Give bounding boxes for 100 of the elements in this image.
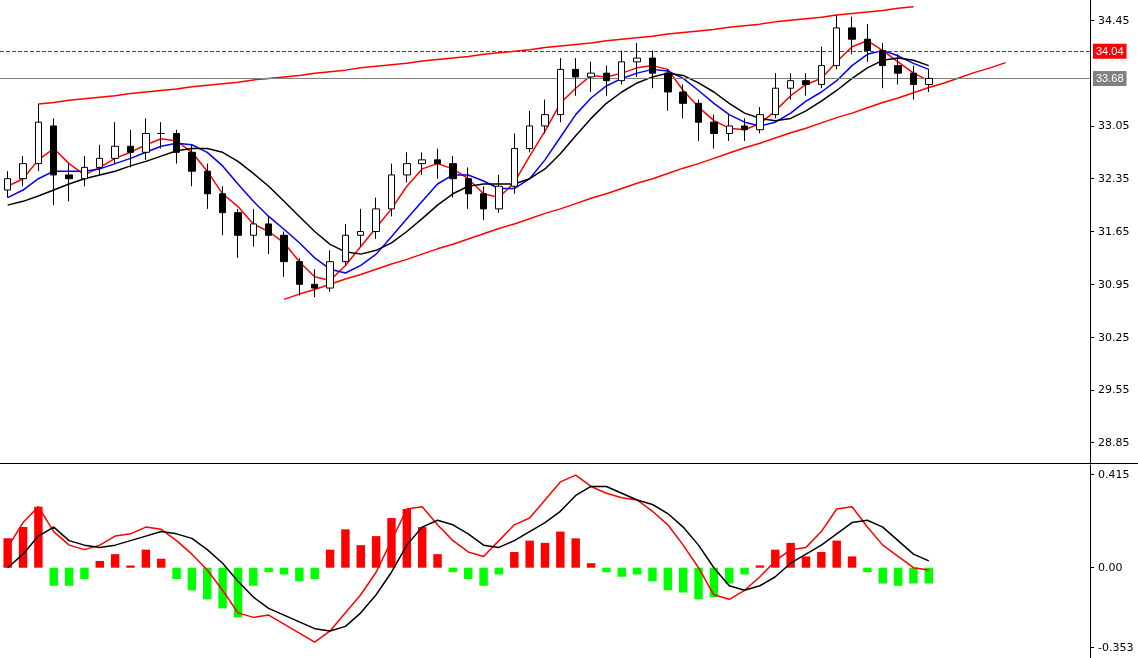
candlestick bbox=[587, 61, 595, 93]
bar bbox=[218, 567, 227, 609]
bar bbox=[771, 549, 780, 568]
bar bbox=[725, 567, 734, 584]
candlestick bbox=[280, 231, 288, 278]
candlestick bbox=[142, 117, 150, 161]
bar bbox=[663, 567, 673, 591]
bar bbox=[510, 551, 519, 568]
y-tick-label: 30.25 bbox=[1098, 330, 1130, 344]
candlestick bbox=[296, 257, 303, 297]
bar bbox=[18, 527, 28, 568]
bar bbox=[156, 558, 166, 568]
candlestick bbox=[403, 151, 411, 183]
bar bbox=[586, 563, 596, 568]
candlestick bbox=[511, 132, 518, 195]
bar bbox=[325, 549, 335, 568]
ref-line-label: 34.04 bbox=[1096, 45, 1124, 58]
bar bbox=[49, 567, 58, 586]
candlestick bbox=[772, 72, 779, 119]
bar bbox=[95, 560, 105, 568]
candlestick bbox=[418, 151, 426, 176]
candlestick bbox=[465, 166, 472, 210]
candlestick bbox=[157, 121, 165, 150]
bar bbox=[540, 542, 550, 568]
y-tick-label: 31.65 bbox=[1098, 225, 1130, 238]
bar bbox=[356, 545, 365, 568]
candlestick bbox=[434, 148, 441, 180]
bar bbox=[924, 567, 934, 584]
y-tick-label: 0.00 bbox=[1098, 561, 1123, 575]
bar bbox=[417, 527, 427, 568]
candlestick bbox=[173, 129, 180, 165]
bar bbox=[371, 536, 381, 568]
candlestick bbox=[311, 268, 318, 298]
bar bbox=[786, 542, 795, 568]
bar bbox=[141, 549, 151, 568]
bar bbox=[556, 531, 565, 568]
bar bbox=[34, 506, 43, 568]
bar bbox=[433, 554, 442, 568]
candlestick bbox=[603, 65, 610, 97]
bar bbox=[249, 567, 258, 586]
candlestick bbox=[541, 99, 549, 134]
candlestick bbox=[188, 144, 196, 187]
bar bbox=[110, 554, 120, 568]
bar bbox=[64, 567, 74, 586]
candlestick bbox=[480, 185, 487, 221]
candlestick bbox=[618, 50, 625, 85]
bar bbox=[801, 556, 811, 568]
candlestick bbox=[96, 144, 103, 176]
y-tick-label: 28.85 bbox=[1098, 436, 1130, 450]
bar bbox=[172, 567, 181, 579]
bar bbox=[126, 565, 135, 568]
bar bbox=[295, 567, 304, 582]
candlestick bbox=[250, 208, 257, 248]
bar bbox=[678, 567, 688, 593]
bar bbox=[648, 567, 657, 582]
candlestick bbox=[526, 110, 533, 153]
candlestick bbox=[65, 163, 73, 202]
bar bbox=[80, 567, 89, 579]
bar bbox=[464, 567, 473, 579]
candlestick bbox=[357, 208, 364, 248]
candlestick bbox=[326, 249, 334, 293]
candlestick bbox=[557, 57, 564, 123]
candlestick bbox=[925, 68, 933, 93]
candlestick bbox=[4, 170, 11, 199]
candlestick bbox=[910, 65, 917, 101]
bar bbox=[817, 551, 826, 568]
candlestick bbox=[19, 155, 27, 187]
bar bbox=[187, 567, 197, 591]
bar bbox=[893, 567, 903, 586]
candlestick bbox=[449, 155, 457, 199]
candlestick bbox=[572, 57, 579, 97]
bar bbox=[387, 518, 396, 568]
candlestick bbox=[265, 215, 272, 255]
candlestick bbox=[741, 117, 748, 142]
bar bbox=[863, 567, 872, 573]
y-tick-label: 29.55 bbox=[1098, 383, 1130, 397]
candlestick bbox=[848, 16, 856, 55]
candlestick bbox=[679, 83, 687, 119]
candlestick bbox=[802, 72, 810, 97]
y-tick-label: 33.05 bbox=[1098, 119, 1130, 133]
candlestick bbox=[234, 208, 242, 259]
candlestick bbox=[833, 14, 840, 70]
bar bbox=[479, 567, 488, 586]
candlestick bbox=[864, 23, 871, 63]
bar bbox=[755, 565, 765, 568]
bar bbox=[847, 556, 857, 568]
bar bbox=[571, 538, 580, 568]
candlestick bbox=[633, 42, 641, 78]
y-tick-label: 30.95 bbox=[1098, 277, 1130, 291]
candlestick bbox=[127, 129, 134, 168]
bar bbox=[740, 567, 749, 575]
candlestick bbox=[372, 197, 380, 240]
bar bbox=[909, 567, 918, 584]
candlestick bbox=[664, 68, 672, 112]
candlestick bbox=[111, 121, 119, 165]
bar bbox=[878, 567, 887, 584]
bar bbox=[525, 540, 534, 568]
candlestick bbox=[818, 46, 825, 89]
candlestick bbox=[204, 163, 211, 210]
ref-line-label: 33.68 bbox=[1096, 72, 1124, 85]
